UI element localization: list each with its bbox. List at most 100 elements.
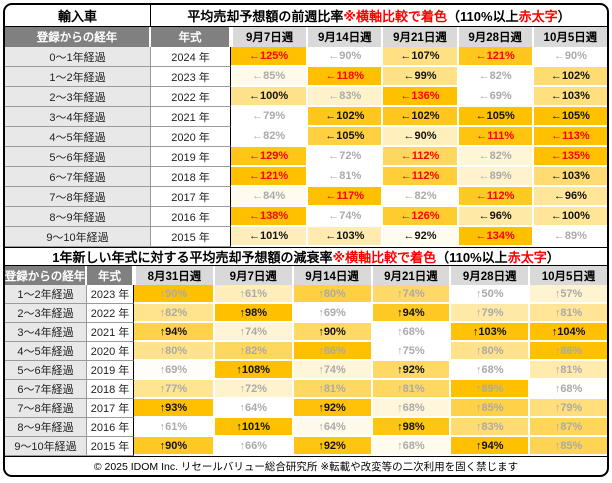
heatmap-value-cell: ←83% — [306, 87, 382, 107]
heatmap-value-cell: ←112% — [381, 167, 457, 187]
week-column-header: 9月28日週 — [449, 266, 529, 285]
heatmap-value-cell: ←85% — [231, 67, 307, 87]
heatmap-value-cell: ←118% — [306, 67, 382, 87]
row-model-year: 2017 年 — [151, 187, 231, 207]
title-segment: ※横軸比較で着色 — [332, 250, 437, 265]
row-age-label: 9〜10年経過 — [5, 437, 87, 456]
heatmap-value-cell: ←112% — [456, 187, 532, 207]
heatmap-value-cell: ←82% — [231, 127, 307, 147]
week-column-header: 10月5日週 — [531, 27, 607, 47]
row-model-year: 2017 年 — [87, 399, 134, 418]
column-header: 登録からの経年 — [5, 27, 151, 47]
row-model-year: 2022 年 — [87, 304, 134, 323]
heatmap-value-cell: ↑74% — [291, 361, 371, 380]
copyright-footer: © 2025 IDOM Inc. リセールバリュー総合研究所 ※転載や改変等の二… — [5, 456, 607, 475]
heatmap-value-cell: ↑103% — [449, 323, 529, 342]
heatmap-value-cell: ←101% — [231, 227, 307, 247]
week-column-header: 8月31日週 — [134, 266, 213, 285]
heatmap-value-cell: ←105% — [456, 107, 532, 127]
week-column-header: 9月7日週 — [212, 266, 292, 285]
table1-corner-label: 輸入車 — [5, 5, 151, 26]
heatmap-value-cell: ←103% — [531, 167, 607, 187]
row-model-year: 2021 年 — [87, 323, 134, 342]
heatmap-value-cell: ↑108% — [212, 361, 292, 380]
heatmap-value-cell: ↑101% — [212, 418, 292, 437]
heatmap-value-cell: ←113% — [531, 127, 607, 147]
heatmap-value-cell: ←84% — [231, 187, 307, 207]
row-age-label: 8〜9年経過 — [5, 207, 151, 227]
row-age-label: 4〜5年経過 — [5, 342, 87, 361]
heatmap-value-cell: ←112% — [381, 147, 457, 167]
heatmap-value-cell: ↑74% — [370, 285, 450, 304]
row-model-year: 2023 年 — [151, 67, 231, 87]
title-segment: 赤太字 — [518, 9, 558, 24]
title-segment: 平均売却予想額の前週比率 — [187, 9, 344, 24]
week-column-header: 10月5日週 — [528, 266, 607, 285]
row-model-year: 2024 年 — [151, 47, 231, 67]
heatmap-value-cell: ↑80% — [134, 342, 213, 361]
heatmap-value-cell: ↑85% — [528, 437, 607, 456]
heatmap-value-cell: ↑83% — [449, 418, 529, 437]
row-age-label: 9〜10年経過 — [5, 227, 151, 247]
table2-title: 1年新しい年式に対する平均売却予想額の減衰率 ※横軸比較で着色 （110%以上 赤… — [5, 247, 607, 266]
heatmap-value-cell: ←125% — [231, 47, 307, 67]
heatmap-value-cell: ↑72% — [212, 380, 292, 399]
heatmap-value-cell: ↑80% — [291, 285, 371, 304]
heatmap-value-cell: ←102% — [381, 107, 457, 127]
heatmap-value-cell: ↑94% — [370, 304, 450, 323]
title-segment: ） — [557, 9, 571, 24]
table1-body: 0〜1年経過 2024 年 ←125% ←90% ←107% ←121% ←90% 1〜2年経… — [5, 47, 607, 247]
heatmap-value-cell: ↑79% — [528, 399, 607, 418]
heatmap-value-cell: ↑68% — [528, 380, 607, 399]
heatmap-value-cell: ↑66% — [212, 437, 292, 456]
heatmap-value-cell: ↑87% — [528, 418, 607, 437]
heatmap-value-cell: ↑92% — [291, 399, 371, 418]
heatmap-value-cell: ←82% — [456, 67, 532, 87]
heatmap-value-cell: ←89% — [456, 167, 532, 187]
heatmap-value-cell: ←92% — [381, 227, 457, 247]
heatmap-value-cell: ↑90% — [134, 285, 213, 304]
column-header: 年式 — [87, 266, 134, 285]
heatmap-value-cell: ←102% — [306, 107, 382, 127]
heatmap-value-cell: ↑98% — [370, 418, 450, 437]
row-age-label: 2〜3年経過 — [5, 87, 151, 107]
heatmap-value-cell: ↑81% — [528, 361, 607, 380]
row-model-year: 2018 年 — [87, 380, 134, 399]
heatmap-value-cell: ←121% — [456, 47, 532, 67]
row-model-year: 2022 年 — [151, 87, 231, 107]
heatmap-value-cell: ←135% — [531, 147, 607, 167]
heatmap-value-cell: ↑92% — [291, 437, 371, 456]
heatmap-value-cell: ←90% — [531, 47, 607, 67]
heatmap-value-cell: ↑90% — [134, 437, 213, 456]
row-model-year: 2015 年 — [87, 437, 134, 456]
week-column-header: 9月21日週 — [381, 27, 457, 47]
row-model-year: 2020 年 — [87, 342, 134, 361]
row-age-label: 6〜7年経過 — [5, 167, 151, 187]
heatmap-value-cell: ↑98% — [212, 304, 292, 323]
table1-header-row: 登録からの経年 年式 9月7日週 9月14日週 9月21日週 9月28日週 10月5日週 — [5, 27, 607, 47]
row-model-year: 2015 年 — [151, 227, 231, 247]
heatmap-value-cell: ↑64% — [212, 399, 292, 418]
heatmap-value-cell: ↑90% — [291, 323, 371, 342]
week-column-header: 9月14日週 — [306, 27, 382, 47]
row-age-label: 4〜5年経過 — [5, 127, 151, 147]
heatmap-value-cell: ↑64% — [291, 418, 371, 437]
row-model-year: 2016 年 — [151, 207, 231, 227]
heatmap-value-cell: ↑77% — [134, 380, 213, 399]
heatmap-value-cell: ↑61% — [134, 418, 213, 437]
title-segment: ） — [546, 250, 560, 265]
row-model-year: 2019 年 — [87, 361, 134, 380]
heatmap-value-cell: ←138% — [231, 207, 307, 227]
report-frame: 輸入車 平均売却予想額の前週比率 ※横軸比較で着色 （110%以上 赤太字） 登録… — [3, 3, 609, 477]
heatmap-value-cell: ↑69% — [134, 361, 213, 380]
row-model-year: 2016 年 — [87, 418, 134, 437]
week-column-header: 9月7日週 — [231, 27, 307, 47]
heatmap-value-cell: ↑81% — [291, 380, 371, 399]
heatmap-value-cell: ↑80% — [449, 342, 529, 361]
title-segment: 1年新しい年式に対する平均売却予想額の減衰率 — [52, 250, 333, 265]
heatmap-value-cell: ↑89% — [449, 380, 529, 399]
heatmap-value-cell: ←89% — [531, 227, 607, 247]
heatmap-value-cell: ↑104% — [528, 323, 607, 342]
week-column-header: 9月14日週 — [291, 266, 371, 285]
row-age-label: 3〜4年経過 — [5, 323, 87, 342]
